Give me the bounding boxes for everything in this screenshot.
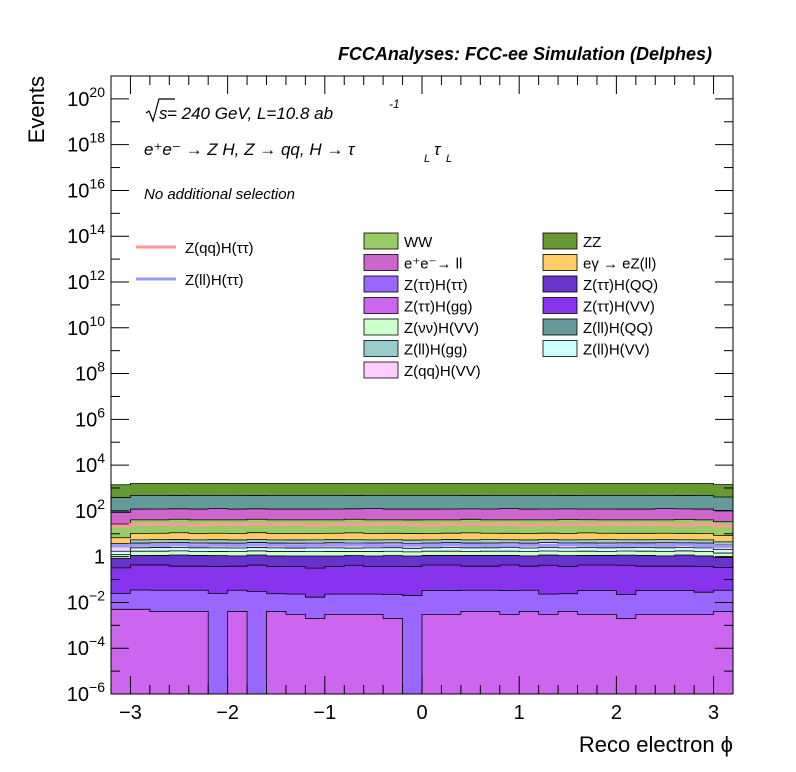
y-tick-label: 1014 — [67, 221, 105, 248]
x-tick-label: 1 — [514, 702, 525, 724]
legend-swatch — [363, 340, 399, 357]
annotation-tau-2: τ — [434, 140, 442, 159]
annotation-process: e⁺e⁻ → Z H, Z → qq, H → τ — [144, 140, 356, 159]
y-tick-label: 104 — [75, 450, 105, 477]
legend-swatch — [363, 254, 399, 271]
legend-label: e⁺e⁻→ ll — [404, 256, 462, 273]
legend-swatch — [542, 232, 578, 250]
legend: Z(qq)H(ττ) Z(ll)H(ττ) WW e⁺e⁻→ ll Z(ττ)H(ττ)… — [136, 232, 658, 380]
annotation-process-sub-2: L — [446, 153, 452, 165]
legend-label: Z(ll)H(VV) — [583, 342, 650, 359]
legend-swatch — [363, 297, 399, 314]
legend-swatch — [542, 340, 578, 357]
y-tick-label: 102 — [75, 496, 105, 523]
y-tick-labels: 10−6 10−4 10−2 1 102 104 106 108 1010 1012 1014 101… — [67, 84, 105, 706]
annotation-sqrt-s: s — [159, 104, 168, 123]
legend-label: Z(ll)H(QQ) — [583, 320, 653, 337]
legend-swatch — [363, 275, 399, 293]
legend-swatch — [542, 318, 578, 336]
legend-label: eγ → eZ(ll) — [583, 256, 656, 273]
legend-line-label: Z(qq)H(ττ) — [185, 240, 254, 257]
legend-label: Z(qq)H(VV) — [404, 363, 481, 380]
line-z-ll-h — [111, 543, 733, 548]
y-tick-label: 1016 — [67, 175, 105, 202]
annotation-lumi-exp: -1 — [389, 97, 400, 111]
legend-label: Z(ll)H(gg) — [404, 342, 467, 359]
y-tick-label: 106 — [75, 404, 105, 431]
y-tick-label: 10−6 — [67, 679, 105, 706]
legend-label: Z(ττ)H(gg) — [404, 299, 473, 316]
y-tick-label: 1018 — [67, 130, 105, 157]
y-tick-label: 1 — [94, 547, 105, 569]
annotation-energy-lumi: = 240 GeV, L=10.8 ab — [167, 104, 333, 123]
signal-lines — [111, 522, 733, 548]
x-axis-label: Reco electron ϕ — [579, 732, 733, 757]
legend-label: Z(ττ)H(VV) — [583, 299, 655, 316]
legend-swatch — [363, 361, 399, 379]
legend-swatch — [542, 275, 578, 293]
legend-label: WW — [404, 234, 433, 251]
x-tick-label: 2 — [611, 702, 622, 724]
legend-swatch — [542, 254, 578, 271]
x-tick-label: −3 — [119, 702, 142, 724]
legend-label: Z(ττ)H(ττ) — [404, 277, 468, 294]
sqrt-symbol — [145, 98, 175, 123]
y-tick-label: 1020 — [67, 84, 105, 111]
legend-line-label: Z(ll)H(ττ) — [185, 272, 244, 289]
y-tick-label: 1012 — [67, 267, 105, 294]
annotation-selection: No additional selection — [144, 186, 295, 203]
x-tick-label: 3 — [708, 702, 719, 724]
legend-swatch — [542, 297, 578, 314]
x-tick-label: −1 — [313, 702, 336, 724]
x-tick-label: 0 — [416, 702, 427, 724]
legend-label: ZZ — [583, 234, 601, 251]
chart-title: FCCAnalyses: FCC-ee Simulation (Delphes) — [338, 44, 712, 64]
axis-ticks — [110, 75, 734, 695]
legend-swatch — [363, 232, 399, 250]
y-tick-label: 1010 — [67, 313, 105, 340]
y-tick-label: 10−2 — [67, 587, 105, 614]
annotation-process-sub-1: L — [424, 153, 430, 165]
legend-label: Z(ττ)H(QQ) — [583, 277, 658, 294]
line-z-qq-h — [111, 522, 733, 528]
y-tick-label: 108 — [75, 359, 105, 386]
x-tick-label: −2 — [216, 702, 239, 724]
stacked-histograms — [110, 483, 734, 695]
y-axis-label: Events — [24, 76, 49, 143]
legend-label: Z(νν)H(VV) — [404, 320, 479, 337]
x-tick-labels: −3 −2 −1 0 1 2 3 — [119, 702, 719, 724]
y-tick-label: 10−4 — [67, 633, 105, 660]
legend-swatch — [363, 318, 399, 336]
